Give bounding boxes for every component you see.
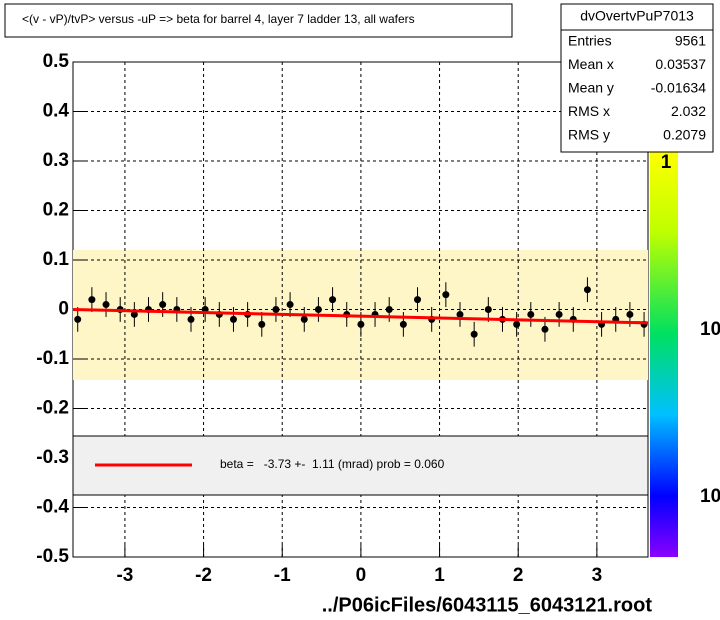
y-tick-label: 0 bbox=[58, 299, 69, 320]
data-point bbox=[286, 301, 294, 309]
x-tick-label: -3 bbox=[116, 565, 133, 586]
y-tick-label: 0.2 bbox=[43, 200, 69, 221]
fit-line bbox=[72, 308, 649, 325]
stats-label: Mean x bbox=[568, 56, 614, 72]
data-point bbox=[102, 301, 110, 309]
x-tick-label: 3 bbox=[592, 565, 603, 586]
data-point bbox=[329, 296, 337, 304]
data-point bbox=[414, 296, 422, 304]
stats-value: 0.03537 bbox=[655, 56, 706, 72]
data-point bbox=[258, 320, 266, 328]
y-tick-label: -0.1 bbox=[36, 348, 69, 369]
stats-value: 9561 bbox=[675, 33, 706, 49]
stats-value: 0.2079 bbox=[663, 127, 706, 143]
legend-text: beta = -3.73 +- 1.11 (mrad) prob = 0.060 bbox=[220, 457, 445, 471]
y-tick-label: -0.4 bbox=[36, 497, 69, 518]
data-point bbox=[229, 315, 237, 323]
palette-label: 10 bbox=[700, 319, 720, 340]
y-tick-label: -0.2 bbox=[36, 398, 69, 419]
data-point bbox=[626, 310, 634, 318]
chart-title: <(v - vP)/tvP> versus -uP => beta for ba… bbox=[22, 12, 415, 26]
data-point bbox=[555, 310, 563, 318]
data-point bbox=[314, 306, 322, 313]
stats-label: RMS y bbox=[568, 127, 610, 143]
data-point bbox=[484, 306, 492, 313]
stats-value: 2.032 bbox=[671, 103, 706, 119]
data-point bbox=[399, 320, 407, 328]
x-tick-label: 2 bbox=[513, 565, 524, 586]
y-tick-label: 0.5 bbox=[43, 51, 70, 72]
x-tick-label: -1 bbox=[274, 565, 291, 586]
data-point bbox=[541, 325, 549, 333]
stats-label: RMS x bbox=[568, 103, 610, 119]
data-point bbox=[456, 310, 464, 318]
y-tick-label: 0.1 bbox=[43, 249, 70, 270]
data-point bbox=[513, 320, 521, 328]
x-tick-label: 1 bbox=[434, 565, 445, 586]
y-tick-label: 0.3 bbox=[43, 150, 69, 171]
stats-label: Entries bbox=[568, 33, 612, 49]
palette-label: 10 bbox=[700, 486, 720, 507]
stats-box: dvOvertvPuP7013 Entries 9561 Mean x 0.03537… bbox=[560, 3, 714, 153]
y-tick-label: 0.4 bbox=[43, 101, 70, 122]
data-point bbox=[300, 315, 308, 323]
data-point bbox=[187, 315, 195, 323]
stats-value: -0.01634 bbox=[651, 80, 706, 96]
stats-frame bbox=[560, 3, 714, 153]
x-tick-label: 0 bbox=[356, 565, 367, 586]
data-point bbox=[385, 306, 393, 313]
title-box bbox=[4, 3, 513, 38]
data-point bbox=[442, 291, 450, 299]
stats-label: Mean y bbox=[568, 80, 614, 96]
y-tick-label: -0.3 bbox=[36, 447, 69, 468]
data-point bbox=[88, 296, 96, 304]
x-axis-label: ../P06icFiles/6043115_6043121.root bbox=[322, 594, 653, 616]
data-point bbox=[583, 286, 591, 294]
color-palette bbox=[650, 150, 678, 557]
palette-label: 1 bbox=[661, 152, 672, 173]
data-point bbox=[527, 310, 535, 318]
data-point bbox=[272, 306, 280, 313]
stats-title: dvOvertvPuP7013 bbox=[580, 8, 694, 24]
data-point bbox=[74, 315, 82, 323]
data-point bbox=[470, 330, 478, 338]
y-tick-label: -0.5 bbox=[36, 546, 69, 567]
x-tick-label: -2 bbox=[195, 565, 212, 586]
data-point bbox=[159, 301, 167, 309]
data-point bbox=[357, 320, 365, 328]
data-point bbox=[130, 310, 138, 318]
